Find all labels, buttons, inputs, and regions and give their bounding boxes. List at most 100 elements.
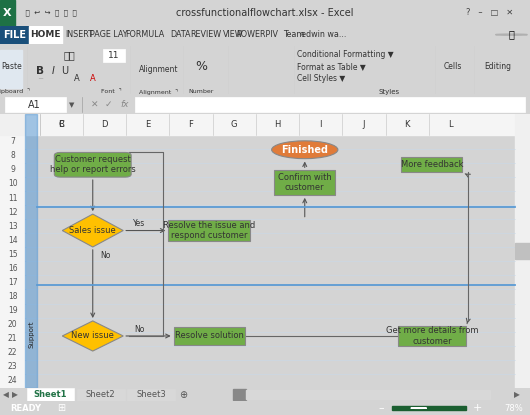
Text: U: U — [61, 66, 68, 76]
Bar — [392, 406, 466, 410]
Bar — [275, 170, 335, 195]
Text: DATA: DATA — [170, 30, 190, 39]
Text: 17: 17 — [8, 278, 17, 287]
Text: Sheet1: Sheet1 — [33, 390, 67, 399]
Text: No: No — [134, 325, 144, 334]
Bar — [0, 114, 25, 134]
Text: Yes: Yes — [133, 219, 145, 228]
Text: Finished: Finished — [281, 145, 328, 155]
Bar — [174, 327, 245, 345]
Text: Confirm with
customer: Confirm with customer — [278, 173, 332, 192]
Text: Clipboard  ⌝: Clipboard ⌝ — [0, 88, 30, 94]
Ellipse shape — [271, 141, 338, 159]
Text: K: K — [404, 120, 410, 129]
Text: Alignment: Alignment — [139, 65, 179, 74]
Text: L: L — [448, 120, 453, 129]
Text: G: G — [231, 120, 237, 129]
Bar — [26, 388, 74, 401]
Text: 👤: 👤 — [508, 29, 515, 40]
Text: edwin wa...: edwin wa... — [301, 30, 346, 39]
Text: E: E — [145, 120, 151, 129]
Bar — [0, 26, 29, 44]
Text: ▶: ▶ — [12, 390, 18, 399]
Text: C: C — [58, 120, 64, 129]
Text: 宋体: 宋体 — [63, 50, 75, 60]
Text: FORMULA: FORMULA — [125, 30, 164, 39]
Text: F: F — [189, 120, 193, 129]
Text: Conditional Formatting ▼: Conditional Formatting ▼ — [297, 51, 393, 59]
Text: 78%: 78% — [505, 404, 524, 413]
Text: ◀: ◀ — [3, 390, 10, 399]
Text: HOME: HOME — [30, 30, 61, 39]
Text: POWERPIV: POWERPIV — [236, 30, 278, 39]
Bar — [246, 390, 490, 399]
Bar — [0, 50, 22, 88]
Text: 18: 18 — [8, 292, 17, 301]
Polygon shape — [63, 214, 123, 247]
Text: 21: 21 — [8, 334, 17, 343]
Bar — [5, 97, 66, 112]
Text: 23: 23 — [8, 362, 17, 371]
Text: ▼: ▼ — [69, 102, 74, 108]
Text: –: – — [379, 403, 384, 413]
Text: D: D — [101, 120, 108, 129]
Text: %: % — [196, 61, 207, 73]
Text: 19: 19 — [8, 306, 17, 315]
Text: Sheet2: Sheet2 — [86, 390, 116, 399]
Text: Editing: Editing — [485, 62, 511, 71]
Text: Support: Support — [28, 320, 34, 348]
Text: A1: A1 — [28, 100, 41, 110]
Text: Styles: Styles — [379, 89, 400, 95]
Text: H: H — [274, 120, 281, 129]
Text: 20: 20 — [8, 320, 17, 329]
Text: PAGE LAY: PAGE LAY — [90, 30, 127, 39]
Bar — [127, 389, 175, 400]
Text: B: B — [58, 120, 64, 129]
Text: Sales issue: Sales issue — [69, 226, 116, 235]
FancyBboxPatch shape — [54, 152, 131, 177]
Text: J: J — [363, 120, 365, 129]
Text: VIEW: VIEW — [223, 30, 243, 39]
Bar — [233, 389, 246, 400]
Text: Paste: Paste — [1, 62, 22, 71]
Text: Sheet3: Sheet3 — [136, 390, 166, 399]
Text: 12: 12 — [8, 208, 17, 217]
Text: Format as Table ▼: Format as Table ▼ — [297, 62, 366, 71]
Text: ?   –   □   ✕: ? – □ ✕ — [466, 8, 514, 17]
Text: fx: fx — [120, 100, 129, 109]
Bar — [29, 26, 62, 44]
Polygon shape — [63, 321, 123, 351]
Bar — [515, 114, 530, 388]
Bar — [515, 243, 530, 259]
Text: READY: READY — [11, 404, 41, 413]
Circle shape — [496, 34, 527, 35]
Text: 8: 8 — [11, 151, 15, 160]
Text: 11: 11 — [8, 193, 17, 203]
Text: 16: 16 — [8, 264, 17, 273]
Text: 10: 10 — [8, 179, 17, 188]
Text: 24: 24 — [8, 376, 17, 386]
Bar — [0, 114, 530, 134]
Bar — [103, 49, 125, 62]
Text: I: I — [51, 66, 55, 76]
Bar — [135, 97, 525, 112]
Text: 7: 7 — [10, 137, 15, 146]
Text: Number: Number — [189, 89, 214, 94]
Text: 14: 14 — [8, 236, 17, 245]
Text: 13: 13 — [8, 222, 17, 231]
Text: X: X — [3, 8, 12, 18]
Text: 15: 15 — [8, 250, 17, 259]
Text: More feedback: More feedback — [401, 160, 463, 169]
Text: Cell Styles ▼: Cell Styles ▼ — [297, 74, 345, 83]
Text: Customer request
help or report errors: Customer request help or report errors — [50, 155, 136, 174]
Text: 9: 9 — [10, 165, 15, 174]
Bar — [398, 326, 466, 346]
Text: A: A — [74, 74, 80, 83]
Text: ✓: ✓ — [105, 100, 112, 109]
Text: +: + — [472, 403, 482, 413]
Text: ✕: ✕ — [91, 100, 98, 109]
Text: No: No — [101, 251, 111, 260]
Text: Team: Team — [284, 30, 305, 39]
Text: Alignment  ⌝: Alignment ⌝ — [139, 89, 179, 95]
Bar — [0, 0, 15, 26]
